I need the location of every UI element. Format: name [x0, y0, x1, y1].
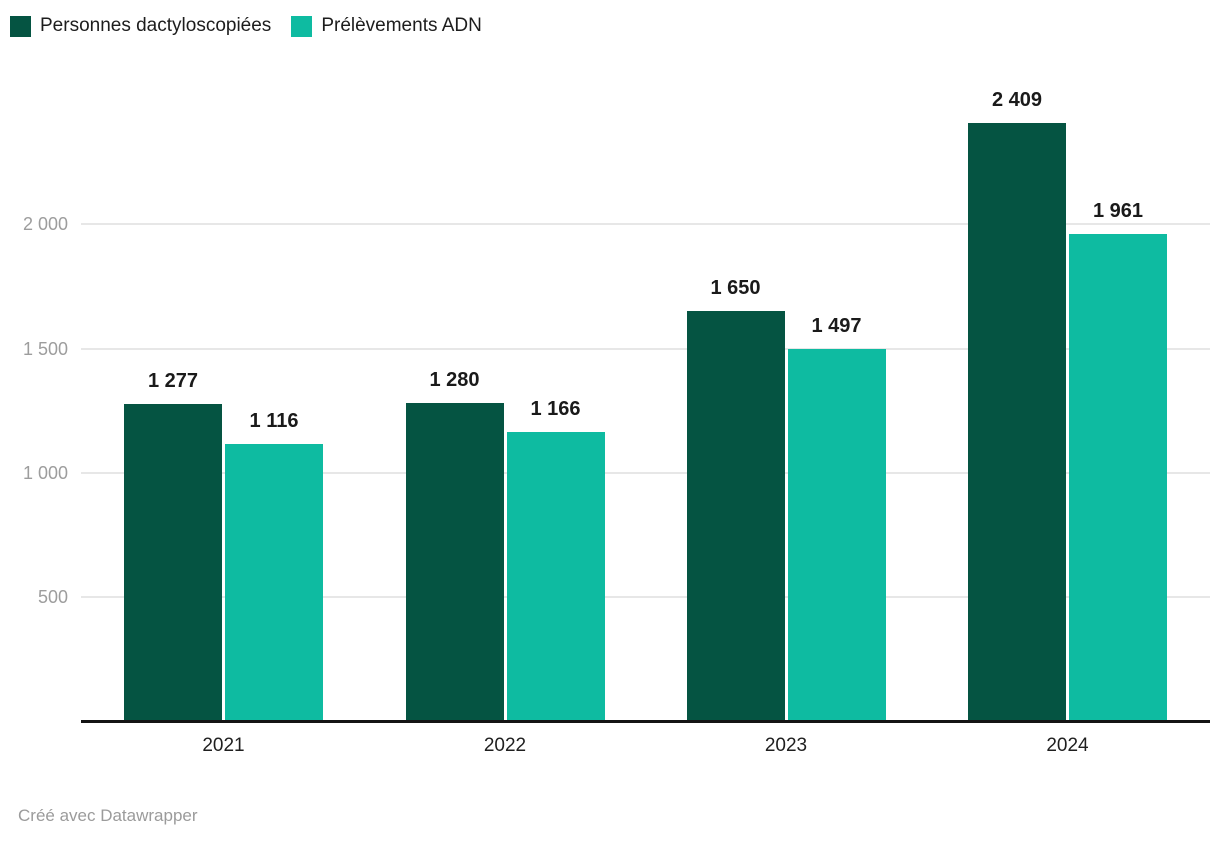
- legend: Personnes dactyloscopiées Prélèvements A…: [10, 15, 482, 37]
- y-axis-tick-label: 500: [37, 587, 68, 608]
- y-axis-tick-label: 1 500: [22, 338, 68, 359]
- bar-prelevements-adn-2021: [225, 444, 323, 722]
- datawrapper-credit-link[interactable]: Créé avec Datawrapper: [18, 806, 198, 825]
- bar-personnes-dactyloscopiees-2022: [405, 403, 504, 722]
- legend-swatch-prelevements-adn: [291, 15, 313, 37]
- value-label-personnes-dactyloscopiees-2021: 1 277: [147, 370, 199, 393]
- gridline-1000: [81, 471, 1210, 474]
- gridline-500: [81, 596, 1210, 599]
- gridline-2000: [81, 223, 1210, 226]
- value-label-personnes-dactyloscopiees-2024: 2 409: [991, 88, 1043, 111]
- x-axis-label-2021: 2021: [202, 735, 245, 756]
- bar-prelevements-adn-2023: [787, 349, 886, 722]
- legend-swatch-personnes-dactyloscopiees: [10, 15, 31, 37]
- gridline-1500: [81, 347, 1210, 350]
- x-axis-label-2023: 2023: [764, 735, 808, 756]
- bar-personnes-dactyloscopiees-2023: [686, 311, 785, 722]
- x-axis-label-2024: 2024: [1046, 735, 1089, 756]
- legend-item-prelevements-adn: Prélèvements ADN: [291, 15, 482, 37]
- x-axis-label-2022: 2022: [483, 735, 527, 756]
- y-axis-tick-label: 2 000: [22, 214, 68, 235]
- value-label-personnes-dactyloscopiees-2022: 1 280: [429, 369, 480, 392]
- x-axis-line: [81, 719, 1210, 723]
- bar-personnes-dactyloscopiees-2024: [968, 122, 1066, 722]
- value-label-prelevements-adn-2023: 1 497: [811, 315, 862, 338]
- value-label-personnes-dactyloscopiees-2023: 1 650: [710, 277, 761, 300]
- grouped-bar-chart: 500 1 000 1 500 2 000 1 277 1 280 1 650 2 409 1 …: [22, 88, 1210, 756]
- value-label-prelevements-adn-2021: 1 116: [249, 410, 299, 433]
- bar-prelevements-adn-2024: [1069, 233, 1167, 722]
- legend-label: Personnes dactyloscopiées: [40, 15, 272, 36]
- bar-personnes-dactyloscopiees-2021: [124, 404, 222, 722]
- value-label-prelevements-adn-2024: 1 961: [1092, 199, 1144, 222]
- legend-item-personnes-dactyloscopiees: Personnes dactyloscopiées: [10, 15, 271, 37]
- value-label-prelevements-adn-2022: 1 166: [530, 397, 581, 420]
- bar-prelevements-adn-2022: [506, 431, 605, 722]
- legend-label: Prélèvements ADN: [321, 15, 482, 36]
- y-axis-tick-label: 1 000: [22, 462, 68, 483]
